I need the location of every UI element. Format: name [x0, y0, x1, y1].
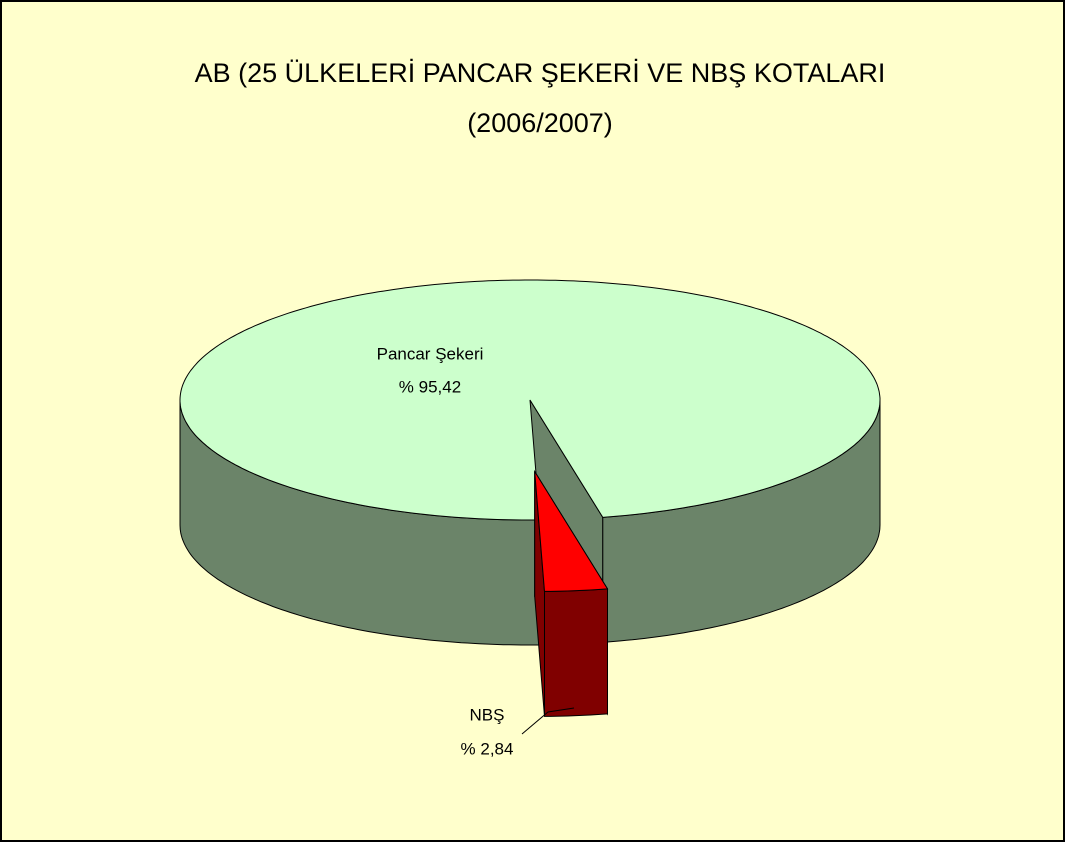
slice — [179, 279, 881, 521]
pie — [179, 279, 881, 717]
leader-line — [521, 707, 575, 735]
slice-side — [544, 588, 608, 717]
chart-title: (2006/2007) — [467, 108, 613, 138]
slice-value-label: % 2,84 — [461, 739, 514, 758]
slice-value-label: % 95,42 — [399, 377, 461, 396]
chart-title: AB (25 ÜLKELERİ PANCAR ŞEKERİ VE NBŞ KOT… — [195, 57, 886, 88]
slice-label: Pancar Şekeri — [377, 344, 484, 363]
slice-label: NBŞ — [470, 705, 505, 724]
slice — [534, 471, 609, 592]
